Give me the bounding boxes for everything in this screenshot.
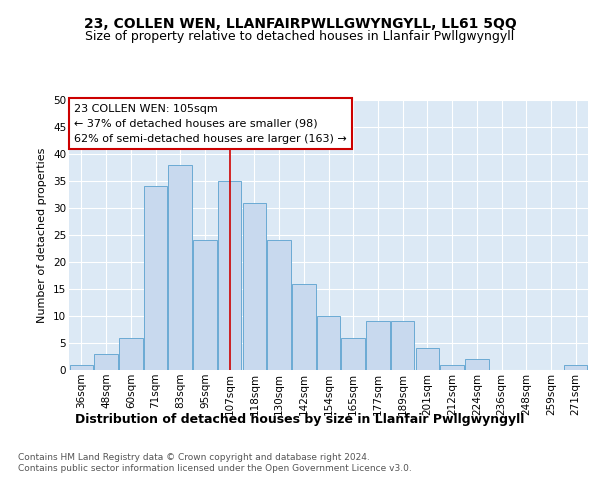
Bar: [268, 240, 291, 370]
Y-axis label: Number of detached properties: Number of detached properties: [37, 148, 47, 322]
Text: Contains public sector information licensed under the Open Government Licence v3: Contains public sector information licen…: [18, 464, 412, 473]
Bar: [242, 202, 266, 370]
Text: 23 COLLEN WEN: 105sqm
← 37% of detached houses are smaller (98)
62% of semi-deta: 23 COLLEN WEN: 105sqm ← 37% of detached …: [74, 104, 347, 144]
Bar: [341, 338, 365, 370]
Text: Contains HM Land Registry data © Crown copyright and database right 2024.: Contains HM Land Registry data © Crown c…: [18, 452, 370, 462]
Bar: [169, 165, 192, 370]
Text: Distribution of detached houses by size in Llanfair Pwllgwyngyll: Distribution of detached houses by size …: [76, 412, 524, 426]
Bar: [564, 364, 587, 370]
Bar: [440, 364, 464, 370]
Bar: [465, 359, 488, 370]
Bar: [119, 338, 143, 370]
Bar: [292, 284, 316, 370]
Bar: [317, 316, 340, 370]
Text: 23, COLLEN WEN, LLANFAIRPWLLGWYNGYLL, LL61 5QQ: 23, COLLEN WEN, LLANFAIRPWLLGWYNGYLL, LL…: [83, 18, 517, 32]
Bar: [144, 186, 167, 370]
Bar: [391, 322, 415, 370]
Bar: [416, 348, 439, 370]
Text: Size of property relative to detached houses in Llanfair Pwllgwyngyll: Size of property relative to detached ho…: [85, 30, 515, 43]
Bar: [94, 354, 118, 370]
Bar: [218, 181, 241, 370]
Bar: [193, 240, 217, 370]
Bar: [366, 322, 389, 370]
Bar: [70, 364, 93, 370]
